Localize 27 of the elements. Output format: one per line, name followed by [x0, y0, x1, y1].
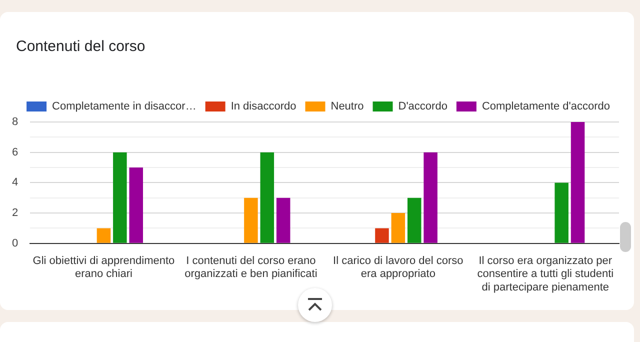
bar: [554, 182, 568, 243]
legend-label: Completamente d'accordo: [482, 100, 610, 113]
legend-label: In disaccordo: [230, 100, 296, 113]
bar: [407, 198, 422, 243]
legend-label: D'accordo: [398, 100, 448, 113]
x-tick-label: Il carico di lavoro del corso era appropriato: [333, 255, 464, 280]
bar: [244, 198, 258, 243]
x-tick-label: Gli obiettivi di apprendimento erano chiari: [32, 255, 175, 280]
legend-label: Completamente in disaccor…: [52, 100, 196, 113]
bar: [113, 152, 127, 243]
legend-label: Neutro: [330, 100, 364, 113]
y-tick-label: 0: [12, 237, 18, 250]
bar: [129, 168, 143, 243]
x-tick-label: Il corso era organizzato per consentire a tutti gli studenti di partecipare pienamente: [477, 255, 614, 294]
x-tick-label: I contenuti del corso erano organizzati e ben pianificati: [184, 255, 318, 280]
bar: [570, 122, 585, 243]
bar: [260, 152, 274, 243]
chart-title: Contenuti del corso: [16, 38, 146, 55]
y-tick-label: 2: [12, 207, 18, 220]
bar: [424, 152, 438, 243]
bar: [96, 228, 111, 243]
bar: [391, 213, 406, 243]
y-tick-label: 6: [12, 146, 18, 158]
y-tick-label: 4: [12, 176, 18, 189]
bar: [276, 198, 290, 243]
y-tick-label: 8: [12, 116, 18, 128]
bar: [375, 228, 389, 243]
